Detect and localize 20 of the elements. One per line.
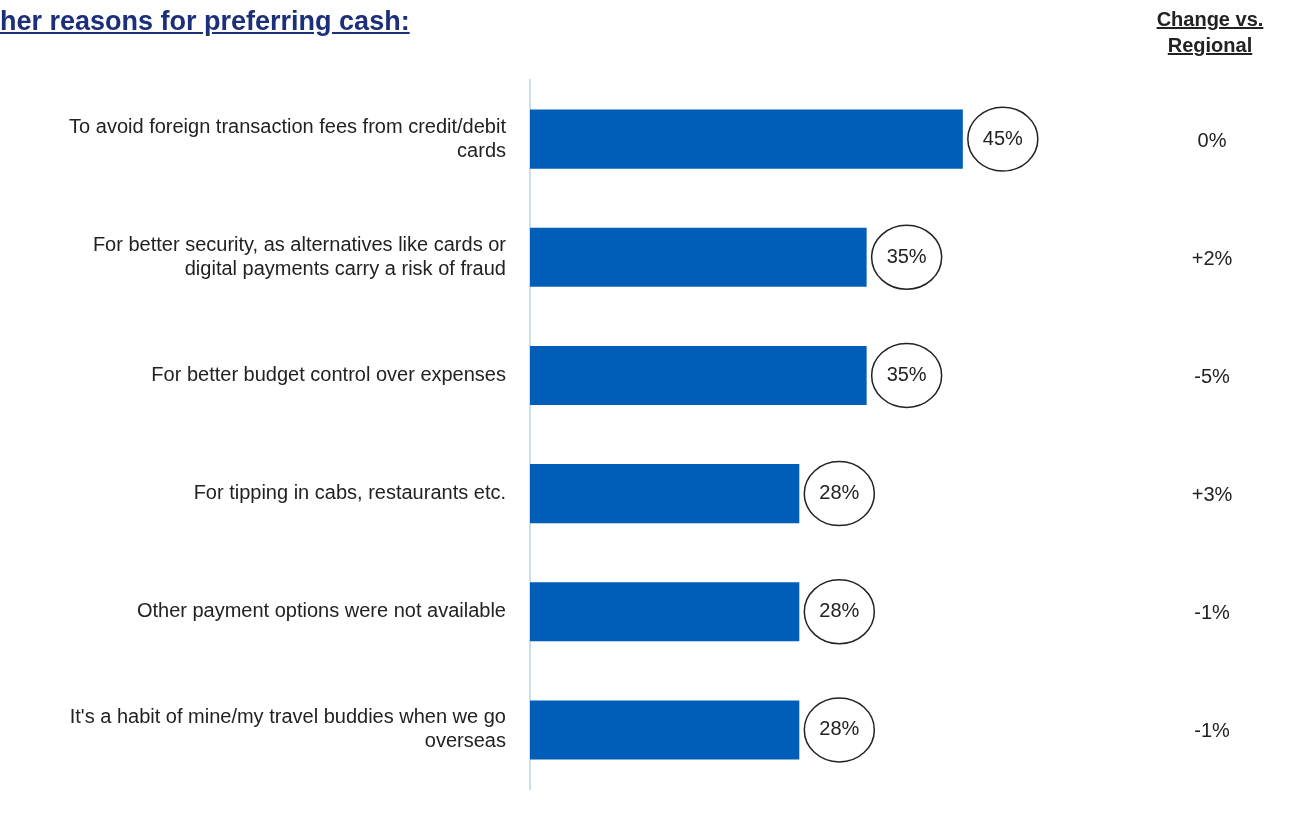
data-label: 45% [982,126,1024,149]
data-label: 28% [819,599,860,622]
y-tick-label: For tipping in cabs, restaurants etc. [193,481,506,504]
y-tick-label: For better budget control over expenses [151,362,506,385]
y-tick-label: It's a habit of mine/my travel buddies when we go overseas [69,705,506,752]
data-label: 28% [819,717,860,740]
y-tick-label: For better security, as alternatives like cards or digital payments carry a risk of fraud [92,232,507,279]
text: -5% [1194,364,1230,387]
text: her reasons for preferring cash: [0,6,410,37]
data-label: 28% [819,481,860,504]
text: Change vs. Regional [1155,7,1265,58]
text: +2% [1191,246,1233,269]
y-tick-label: Other payment options were not available [136,599,506,622]
text: -1% [1194,601,1230,624]
text: +3% [1191,483,1233,506]
data-label: 35% [886,244,927,267]
data-label: 35% [886,362,927,385]
text: 0% [1197,128,1227,151]
y-tick-label: To avoid foreign transaction fees from credit/debit cards [69,114,507,161]
text: -1% [1194,719,1230,742]
